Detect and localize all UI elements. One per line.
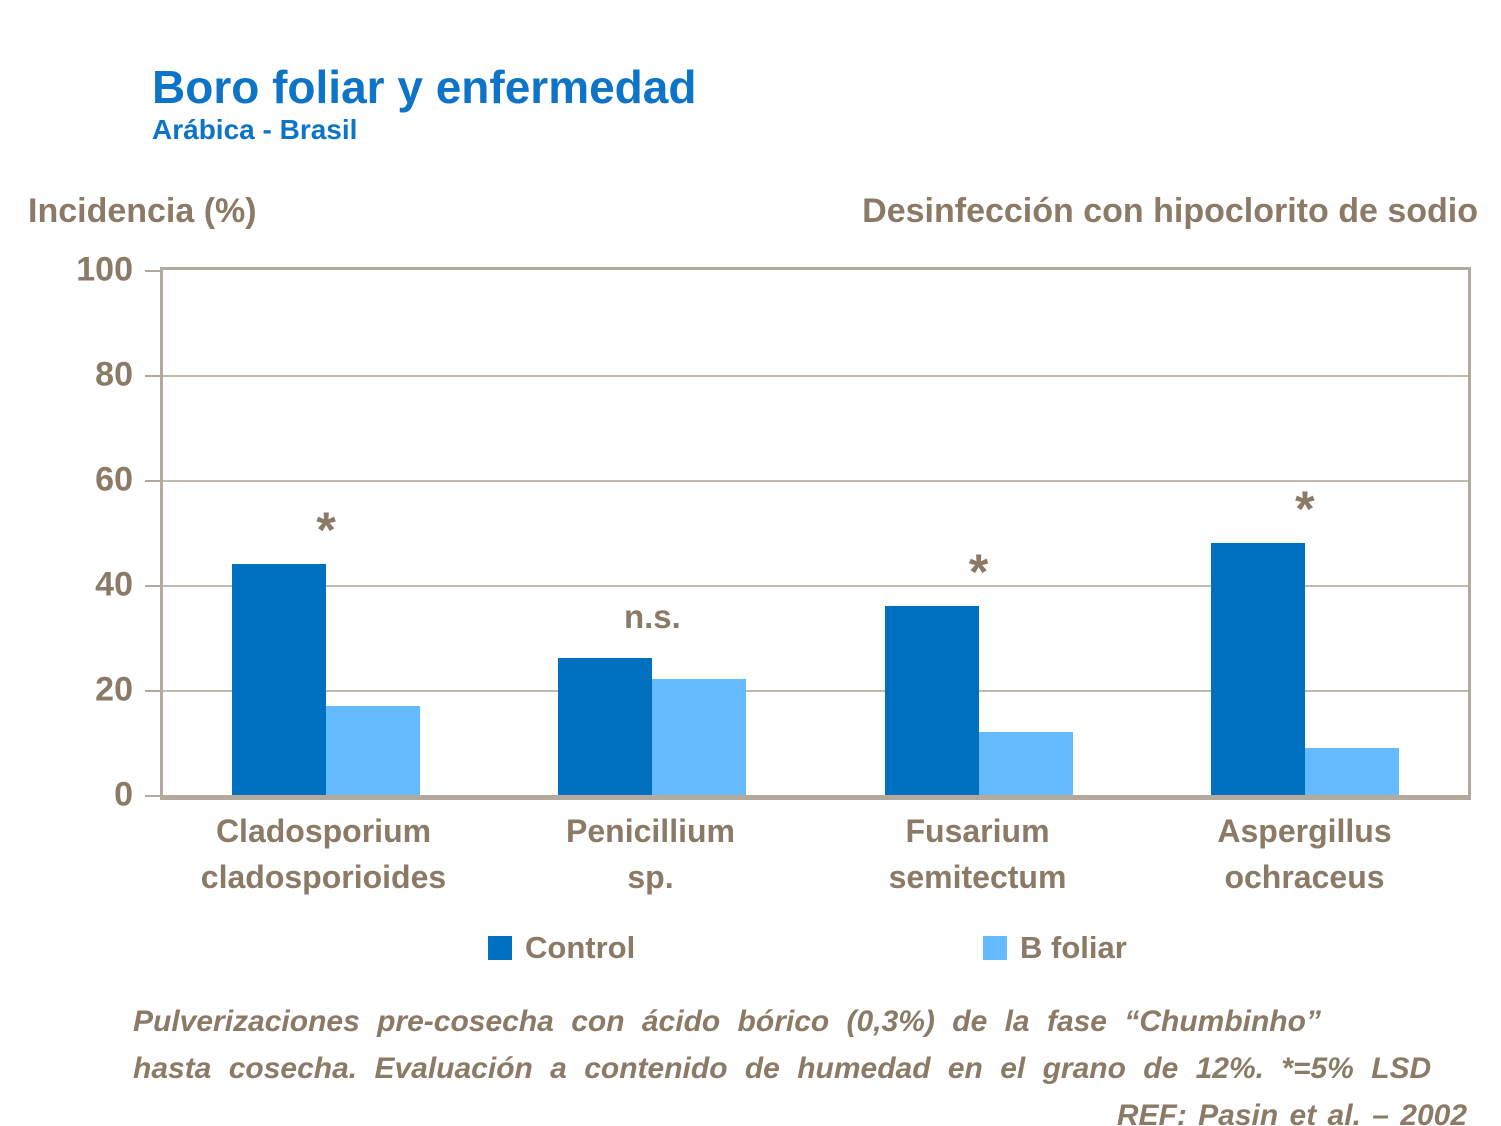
y-axis-title: Incidencia (%): [28, 192, 257, 230]
y-tick-mark-80: [145, 375, 163, 377]
y-tick-label-80: 80: [95, 355, 133, 394]
category-label-1: Cladosporium cladosporioides: [160, 808, 487, 901]
page-subtitle: Arábica - Brasil: [152, 114, 358, 145]
y-tick-label-100: 100: [76, 250, 133, 289]
category-label-4: Aspergillus ochraceus: [1141, 808, 1468, 901]
category-label-3: Fusarium semitectum: [814, 808, 1141, 901]
y-tick-mark-20: [145, 690, 163, 692]
bar-b-foliar-1: [326, 706, 421, 795]
significance-annotation-3: *: [968, 544, 989, 600]
significance-annotation-2: n.s.: [623, 597, 681, 635]
significance-annotation-1: *: [316, 502, 336, 558]
category-axis-labels: Cladosporium cladosporioides Penicillium sp…: [160, 808, 1468, 901]
category-label-line: Cladosporium: [215, 813, 432, 849]
legend-label-b-foliar: B foliar: [1020, 930, 1127, 965]
bar-b-foliar-2: [652, 679, 747, 795]
category-label-line: Aspergillus: [1217, 813, 1392, 849]
y-tick-mark-100: [145, 270, 163, 272]
category-label-line: Penicillium: [566, 813, 735, 849]
category-label-line: cladosporioides: [200, 859, 447, 896]
footer-line-1: Pulverizaciones pre-cosecha con ácido bó…: [133, 1005, 1321, 1038]
gridline-y40: [163, 585, 1468, 587]
bar-b-foliar-4: [1304, 748, 1399, 795]
footer-line-2: hasta cosecha. Evaluación a contenido de…: [133, 1052, 1432, 1085]
y-tick-label-40: 40: [95, 565, 133, 604]
bar-group-4: *: [1142, 270, 1468, 795]
legend-entry-control: Control: [488, 930, 635, 966]
bar-control-3: [884, 606, 979, 795]
plot-area: 0 20 40 60 80 100 * n.s. * *: [76, 251, 1471, 814]
bar-control-2: [558, 658, 653, 795]
y-tick-label-60: 60: [95, 460, 133, 499]
y-tick-label-20: 20: [95, 670, 133, 709]
category-label-line: semitectum: [888, 859, 1067, 896]
footer-reference: REF: Pasin et al. – 2002: [1116, 1099, 1467, 1126]
chart-note-header: Desinfección con hipoclorito de sodio: [862, 192, 1478, 230]
y-tick-mark-0: [145, 795, 163, 797]
gridline-y60: [163, 480, 1468, 482]
category-label-line: sp.: [627, 859, 674, 896]
category-label-2: Penicillium sp.: [487, 808, 814, 901]
gridline-y20: [163, 690, 1468, 692]
legend-entry-b-foliar: B foliar: [983, 930, 1127, 966]
bar-control-4: [1210, 543, 1305, 795]
bar-b-foliar-3: [978, 732, 1073, 795]
gridline-y80: [163, 375, 1468, 377]
bar-group-2: n.s.: [489, 270, 815, 795]
y-tick-label-0: 0: [114, 775, 133, 814]
y-tick-mark-40: [145, 585, 163, 587]
legend-swatch-b-foliar: [983, 936, 1007, 960]
footer-note: Pulverizaciones pre-cosecha con ácido bó…: [133, 998, 1467, 1126]
category-label-line: Fusarium: [905, 813, 1050, 849]
category-label-line: ochraceus: [1224, 859, 1385, 896]
significance-annotation-4: *: [1295, 481, 1315, 537]
bar-group-1: *: [163, 270, 489, 795]
bar-control-1: [232, 564, 327, 795]
legend-label-control: Control: [525, 930, 636, 965]
legend-swatch-control: [488, 936, 512, 960]
bar-group-3: *: [816, 270, 1142, 795]
page-title: Boro foliar y enfermedad: [152, 61, 697, 113]
y-tick-mark-60: [145, 480, 163, 482]
